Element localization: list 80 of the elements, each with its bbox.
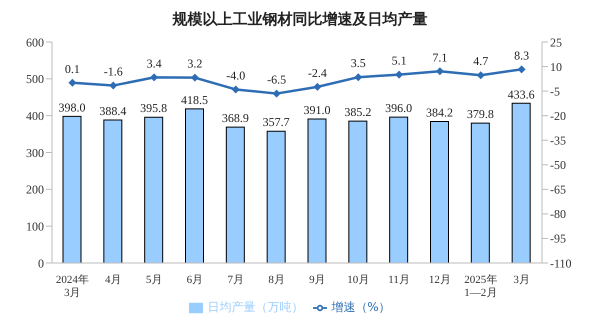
- bar: [512, 102, 531, 263]
- y2-tick-label: -5: [550, 84, 560, 98]
- point: [68, 78, 76, 87]
- y2-tick-label: -95: [550, 232, 566, 246]
- x-tick-label: 12月: [428, 274, 451, 286]
- data-label: 7.1: [432, 50, 448, 64]
- x-tick-label: 6月: [186, 274, 204, 286]
- data-label: 395.8: [140, 101, 168, 116]
- data-label: 8.3: [514, 48, 530, 62]
- point: [272, 90, 281, 98]
- y2-tick-label: 25: [550, 35, 562, 50]
- y2-tick-label: -50: [550, 158, 566, 172]
- x-tick-label: 3月: [513, 274, 530, 286]
- data-label: 368.9: [222, 111, 249, 126]
- y-tick-label: 100: [26, 219, 44, 234]
- data-label: 357.7: [262, 115, 290, 130]
- y2-tick-label: -80: [550, 207, 566, 222]
- point: [232, 85, 240, 94]
- data-label: 418.5: [181, 92, 208, 107]
- y2-tick-label: 10: [550, 60, 562, 74]
- data-label: 3.5: [350, 56, 366, 70]
- x-tick-label: 5月: [146, 274, 162, 286]
- data-label: 3.2: [187, 56, 202, 71]
- bar: [185, 108, 204, 263]
- y2-tick-label: -65: [550, 182, 566, 197]
- data-label: 3.4: [146, 56, 162, 70]
- data-label: -4.0: [226, 68, 246, 82]
- bar: [266, 130, 286, 263]
- x-tick-label: 4月: [105, 274, 122, 286]
- y2-tick-label: -35: [550, 133, 566, 148]
- y-tick-label: 400: [26, 108, 44, 123]
- data-label: 5.1: [392, 54, 407, 68]
- data-label: 0.1: [64, 62, 80, 76]
- bar: [144, 116, 164, 263]
- y-tick-label: 0: [38, 256, 44, 270]
- point: [518, 65, 526, 74]
- x-tick-label: 8月: [268, 274, 285, 286]
- point: [190, 74, 199, 82]
- data-label: 388.4: [99, 104, 126, 118]
- data-label: 379.8: [466, 107, 494, 122]
- bar: [308, 118, 326, 263]
- point: [476, 71, 485, 80]
- y2-tick-label: -20: [550, 108, 566, 123]
- data-label: 384.2: [426, 105, 453, 120]
- chart-title: 规模以上工业钢材同比增速及日均产量: [171, 9, 428, 30]
- x-tick-label: 2024年 3月: [56, 274, 89, 299]
- legend-label: 增速（%）: [331, 300, 391, 314]
- data-label: 398.0: [58, 100, 86, 114]
- data-label: 433.6: [508, 87, 535, 102]
- x-tick-label: 2025年 1—2月: [464, 274, 498, 299]
- point: [395, 70, 404, 79]
- bar: [470, 122, 490, 263]
- bar: [430, 120, 449, 263]
- bar: [226, 126, 245, 263]
- point: [313, 82, 322, 91]
- x-tick-label: 11月: [388, 274, 410, 286]
- data-label: -6.5: [267, 72, 286, 87]
- x-tick-label: 7月: [228, 274, 244, 286]
- point: [109, 82, 118, 90]
- data-label: 4.7: [473, 54, 488, 68]
- bar: [389, 116, 408, 263]
- y2-tick-label: -110: [550, 256, 572, 270]
- x-tick-label: 9月: [309, 274, 326, 286]
- bar: [62, 116, 82, 263]
- x-tick-label: 10月: [347, 274, 370, 286]
- bar: [103, 119, 122, 263]
- data-label: 391.0: [304, 102, 330, 117]
- data-label: 385.2: [344, 105, 372, 120]
- data-label: -1.6: [104, 64, 123, 79]
- data-label: 396.0: [385, 101, 412, 116]
- point: [436, 67, 444, 76]
- point: [354, 73, 362, 82]
- y-tick-label: 300: [26, 146, 44, 160]
- point: [150, 73, 158, 82]
- y-tick-label: 200: [26, 182, 44, 197]
- bar: [348, 120, 368, 263]
- y-tick-label: 500: [26, 72, 44, 86]
- y-tick-label: 600: [26, 35, 44, 50]
- data-label: -2.4: [308, 66, 327, 80]
- legend-label: 日均产量（万吨）: [207, 300, 304, 314]
